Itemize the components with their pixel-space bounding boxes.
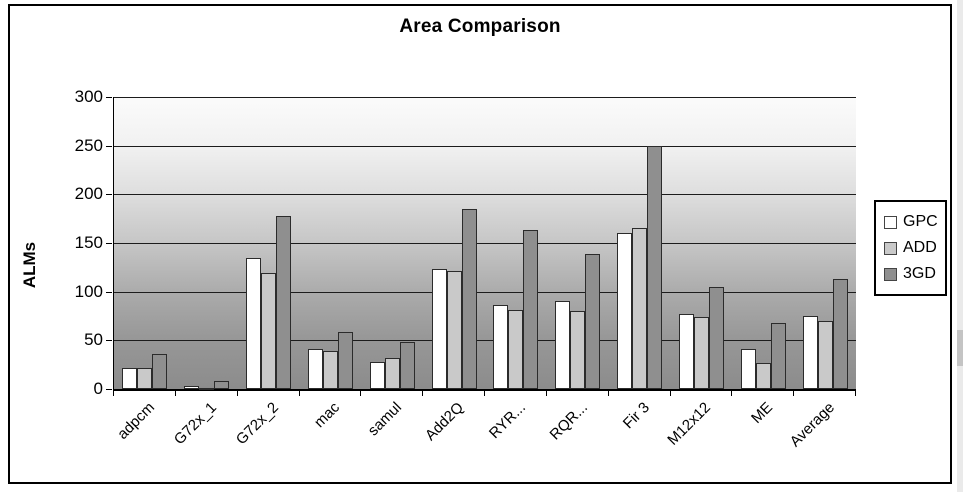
scrollbar-track[interactable] <box>957 0 963 492</box>
y-tick-label-0: 0 <box>93 379 103 398</box>
gridline-300 <box>114 97 856 98</box>
x-tick-7 <box>545 391 547 396</box>
legend-swatch-add <box>884 241 897 255</box>
x-tick-10 <box>731 391 733 396</box>
bar-gpc-m12x12 <box>678 314 694 389</box>
bar-3gd-g72x-1 <box>214 381 230 389</box>
bar-gpc-mac <box>307 349 323 389</box>
bar-gpc-rqr- <box>555 301 571 389</box>
y-tick-150 <box>106 243 112 244</box>
y-tick-label-150: 150 <box>74 233 103 252</box>
y-tick-200 <box>106 194 112 196</box>
x-tick-11 <box>793 391 795 396</box>
bar-add-mac <box>322 351 338 389</box>
bar-gpc-average <box>802 316 818 389</box>
bar-3gd-adpcm <box>152 353 168 389</box>
bar-add-average <box>817 320 833 389</box>
bar-gpc-me <box>740 349 756 389</box>
bar-gpc-ryr- <box>493 305 509 389</box>
gridline-150 <box>114 243 856 244</box>
bar-3gd-fir-3 <box>647 145 663 389</box>
bar-3gd-mac <box>337 331 353 389</box>
legend-swatch-gpc <box>884 215 897 229</box>
scrollbar-thumb[interactable] <box>957 330 963 366</box>
x-tick-1 <box>174 391 176 396</box>
y-tick-label-200: 200 <box>74 184 103 204</box>
y-tick-label-50: 50 <box>84 330 103 350</box>
legend-item-gpc: GPC <box>884 209 945 235</box>
bar-add-me <box>755 362 771 389</box>
bar-add-add2q <box>446 271 462 389</box>
y-axis-title: ALMs <box>20 241 39 289</box>
bar-3gd-g72x-2 <box>276 215 292 389</box>
x-tick-0 <box>113 391 114 396</box>
legend-label-add: ADD <box>903 239 937 256</box>
legend-item-add: ADD <box>884 235 945 261</box>
x-tick-12 <box>855 391 856 396</box>
y-tick-label-250: 250 <box>74 135 103 155</box>
x-tick-2 <box>236 391 238 396</box>
bar-gpc-g72x-2 <box>246 257 262 389</box>
bar-3gd-me <box>770 322 786 389</box>
y-tick-label-100: 100 <box>74 281 103 301</box>
y-tick-50 <box>106 340 112 342</box>
bar-gpc-adpcm <box>122 367 138 389</box>
legend-swatch-3gd <box>884 267 897 281</box>
bar-add-fir-3 <box>632 228 648 389</box>
bar-add-ryr- <box>508 310 524 389</box>
x-tick-6 <box>484 391 485 396</box>
x-tick-9 <box>669 391 671 396</box>
x-tick-4 <box>360 391 362 396</box>
legend-label-gpc: GPC <box>903 213 938 230</box>
bar-3gd-samul <box>399 342 415 389</box>
bar-add-g72x-1 <box>199 387 215 390</box>
bar-gpc-g72x-1 <box>184 386 200 389</box>
bar-3gd-rqr- <box>585 253 601 389</box>
bar-3gd-average <box>832 279 848 389</box>
bar-gpc-fir-3 <box>617 233 633 389</box>
y-tick-0 <box>106 389 112 390</box>
bar-add-samul <box>384 357 400 389</box>
x-tick-3 <box>298 391 300 396</box>
gridline-50 <box>114 340 856 342</box>
y-tick-300 <box>106 97 112 98</box>
bar-3gd-m12x12 <box>708 286 724 389</box>
bar-3gd-ryr- <box>523 230 539 389</box>
legend: GPC ADD 3GD <box>874 200 947 296</box>
x-tick-5 <box>422 391 424 396</box>
bar-gpc-samul <box>369 361 385 389</box>
legend-item-3gd: 3GD <box>884 261 945 287</box>
bar-gpc-add2q <box>431 269 447 389</box>
y-tick-label-300: 300 <box>74 87 103 106</box>
chart-title: Area Comparison <box>399 16 561 37</box>
legend-label-3gd: 3GD <box>903 265 936 282</box>
y-tick-100 <box>106 291 112 293</box>
bar-add-m12x12 <box>693 316 709 389</box>
x-tick-8 <box>607 391 609 396</box>
y-tick-250 <box>106 145 112 147</box>
bar-add-rqr- <box>570 311 586 389</box>
gridline-250 <box>114 145 856 147</box>
gridline-100 <box>114 291 856 293</box>
bar-add-adpcm <box>137 367 153 389</box>
bar-3gd-add2q <box>461 208 477 389</box>
bar-add-g72x-2 <box>261 273 277 389</box>
gridline-200 <box>114 194 856 196</box>
plot-area <box>113 97 856 391</box>
